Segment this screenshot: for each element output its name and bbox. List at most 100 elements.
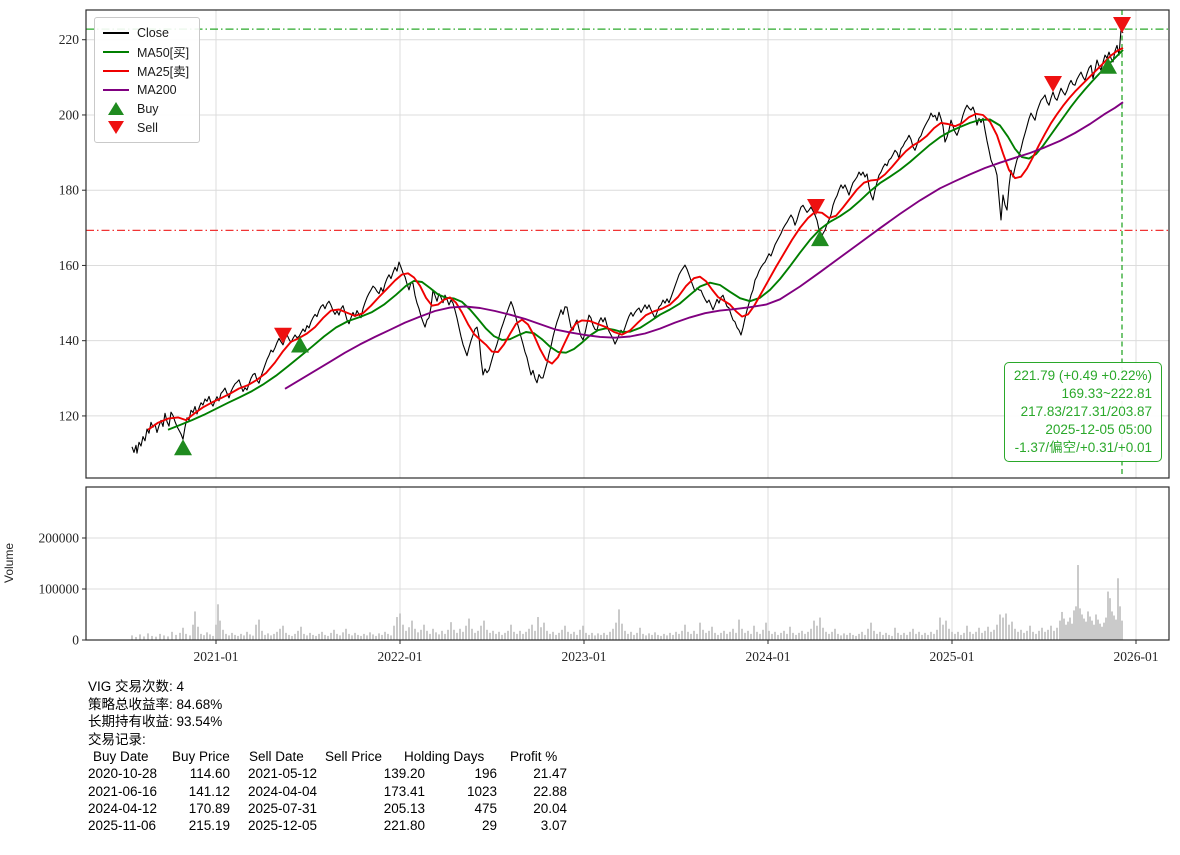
volume-bar (780, 632, 782, 640)
volume-bar (1026, 630, 1028, 640)
volume-bar (143, 636, 145, 640)
volume-bar (1056, 627, 1058, 640)
trade-header-cell: Buy Price (172, 749, 230, 764)
volume-bar (369, 632, 371, 640)
volume-bar (951, 631, 953, 640)
volume-bar (1032, 631, 1034, 640)
volume-bar (813, 620, 815, 640)
volume-bar (852, 634, 854, 640)
volume-bar (1091, 620, 1093, 640)
series-ma200 (284, 101, 1124, 390)
volume-bar (690, 633, 692, 640)
volume-bar (924, 632, 926, 640)
volume-bar (435, 632, 437, 640)
volume-bar (591, 632, 593, 640)
volume-bar (633, 634, 635, 640)
volume-bar (765, 622, 767, 640)
legend-line-swatch (102, 69, 130, 72)
volume-bar (720, 632, 722, 640)
trade-cell: 2025-12-05 (248, 818, 318, 834)
volume-bar (699, 622, 701, 640)
volume-bar (531, 624, 533, 640)
volume-bar (957, 631, 959, 640)
trade-cell: 170.89 (188, 800, 230, 816)
volume-bar (363, 633, 365, 640)
volume-bar (585, 632, 587, 640)
volume-bar (1047, 629, 1049, 640)
trade-cell: 2024-04-12 (88, 800, 158, 816)
volume-bar (384, 631, 386, 640)
volume-bar (849, 632, 851, 640)
volume-bar (912, 628, 914, 640)
trade-cell: 20.04 (533, 800, 567, 816)
volume-bar (501, 634, 503, 640)
volume-bar (798, 632, 800, 640)
volume-bar (203, 635, 205, 640)
volume-bar (948, 628, 950, 640)
volume-bar (639, 627, 641, 640)
volume-bar (753, 625, 755, 640)
trade-cell: 22.88 (533, 783, 567, 799)
trade-record-title: 交易记录: (88, 731, 146, 747)
volume-bar (147, 633, 149, 640)
volume-bar (594, 635, 596, 640)
volume-bar (1075, 606, 1077, 640)
volume-bar (417, 632, 419, 640)
volume-bar (513, 631, 515, 640)
volume-bar (750, 633, 752, 640)
volume-bar (873, 630, 875, 640)
volume-bar (549, 633, 551, 640)
volume-bar (387, 633, 389, 640)
volume-bar (864, 634, 866, 640)
volume-bar (819, 617, 821, 640)
sell-marker (1044, 76, 1062, 93)
legend-marker-swatch (102, 121, 130, 134)
volume-bar (807, 631, 809, 640)
strategy-return-line: 策略总收益率: 84.68% (88, 696, 223, 712)
volume-bar (1002, 617, 1004, 640)
volume-bar (534, 630, 536, 640)
volume-bar (498, 631, 500, 640)
volume-bar (897, 632, 899, 640)
y-tick-label: 160 (59, 258, 80, 273)
sell-marker (274, 327, 292, 344)
volume-bar (504, 632, 506, 640)
buy-triangle-icon (108, 102, 124, 115)
volume-bar (393, 625, 395, 640)
volume-bar (1101, 626, 1103, 640)
volume-bar (744, 632, 746, 640)
volume-bar (1083, 618, 1085, 640)
volume-bar (552, 631, 554, 640)
volume-bar (456, 632, 458, 640)
volume-bar (879, 631, 881, 640)
trade-cell: 141.12 (188, 783, 230, 799)
volume-bar (579, 629, 581, 640)
volume-bar (771, 633, 773, 640)
volume-bar (372, 634, 374, 640)
volume-bar (1063, 618, 1065, 640)
trade-header-cell: Profit % (510, 749, 558, 764)
volume-bar (163, 635, 165, 640)
volume-bar (159, 633, 161, 640)
volume-bar (206, 632, 208, 640)
trade-cell: 221.80 (383, 818, 425, 834)
volume-bar (1099, 623, 1101, 640)
volume-bar (215, 624, 217, 640)
volume-bar (237, 635, 239, 640)
volume-bar (1079, 608, 1081, 640)
volume-bar (212, 635, 214, 640)
volume-bar (312, 634, 314, 640)
volume-bar (228, 635, 230, 640)
volume-bar (723, 630, 725, 640)
volume-bar (930, 631, 932, 640)
volume-bar (1093, 624, 1095, 640)
volume-axis-label: Volume (2, 542, 16, 584)
volume-bar (444, 633, 446, 640)
volume-bar (420, 629, 422, 640)
volume-bar (200, 633, 202, 640)
volume-bar (825, 631, 827, 640)
volume-bar (636, 632, 638, 640)
volume-bar (225, 633, 227, 640)
volume-bar (789, 626, 791, 640)
volume-bar (963, 632, 965, 640)
